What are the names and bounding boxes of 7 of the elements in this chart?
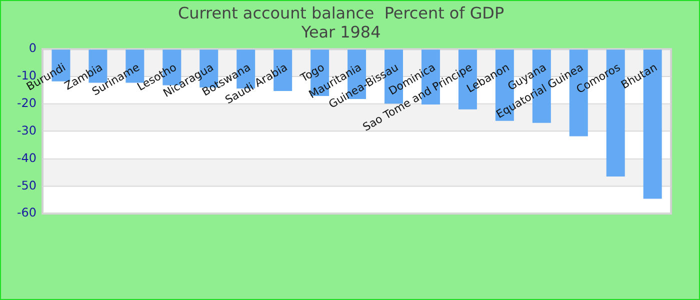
y-tick-label: -50 <box>16 178 36 192</box>
y-tick-label: 0 <box>28 41 36 56</box>
chart-title: Current account balance Percent of GDP Year 1984 <box>178 4 504 42</box>
y-tick-label: -20 <box>16 96 36 110</box>
y-tick-label: -40 <box>16 150 36 165</box>
y-tick-label: -30 <box>16 123 36 138</box>
y-tick-label: -60 <box>16 206 36 220</box>
